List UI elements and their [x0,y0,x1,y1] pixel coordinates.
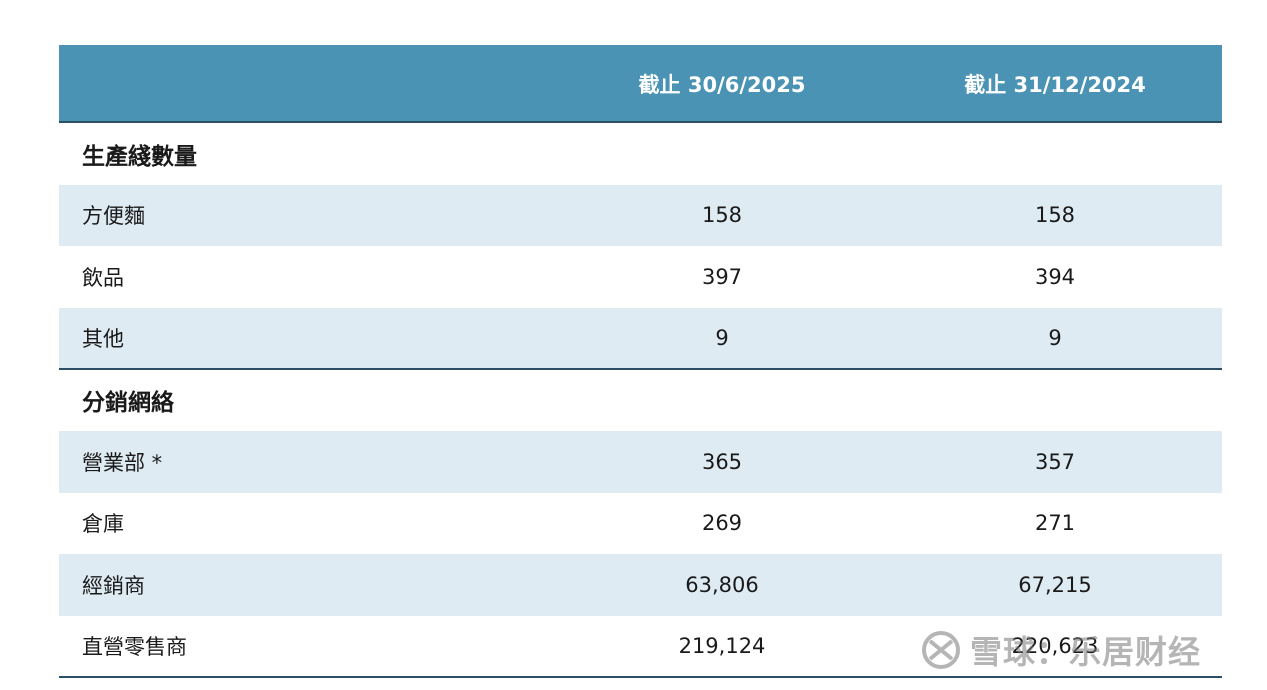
column-header-31-12-2024: 截止 31/12/2024 [964,73,1146,97]
row-value-2025: 219,124 [678,633,766,658]
row-value-2025: 158 [701,203,743,228]
table-row: 方便麵 158 158 [59,184,1222,246]
row-value-2024: 158 [1034,203,1076,228]
row-value-2024: 9 [1048,325,1062,350]
row-value-2025: 365 [701,449,743,474]
row-label: 方便麵 [82,204,145,229]
table-row: 其他 9 9 [59,307,1222,370]
row-label: 飲品 [82,265,124,290]
section-heading-distribution-network: 分銷網絡 [59,370,1222,432]
row-value-2025: 63,806 [685,572,759,597]
table-header: 截止 30/6/2025 截止 31/12/2024 [59,45,1222,123]
row-label: 營業部 * [82,450,163,475]
row-value-2024: 67,215 [1018,572,1092,597]
section-title: 分銷網絡 [82,390,174,417]
table-row: 直營零售商 219,124 220,623 [59,616,1222,678]
row-value-2025: 9 [715,325,729,350]
row-value-2024: 220,623 [1011,633,1099,658]
watermark: 雪球：乐居财经 [920,628,1201,672]
column-header-30-6-2025: 截止 30/6/2025 [638,73,806,97]
row-value-2025: 269 [701,511,743,536]
snowball-logo-icon [922,631,960,669]
data-table: 截止 30/6/2025 截止 31/12/2024 生產綫數量 方便麵 158… [59,45,1222,678]
table-row: 飲品 397 394 [59,246,1222,308]
table-row: 經銷商 63,806 67,215 [59,554,1222,616]
row-value-2024: 271 [1034,511,1076,536]
row-label: 倉庫 [82,512,124,537]
section-title: 生產綫數量 [82,143,197,170]
row-label: 其他 [82,326,124,351]
section-heading-production-lines: 生產綫數量 [59,123,1222,185]
row-label: 直營零售商 [82,634,187,659]
table-row: 營業部 * 365 357 [59,431,1222,493]
row-value-2024: 357 [1034,449,1076,474]
row-label: 經銷商 [82,573,145,598]
row-value-2024: 394 [1034,264,1076,289]
watermark-text: 雪球：乐居财经 [970,633,1202,671]
row-value-2025: 397 [701,264,743,289]
table-row: 倉庫 269 271 [59,493,1222,555]
